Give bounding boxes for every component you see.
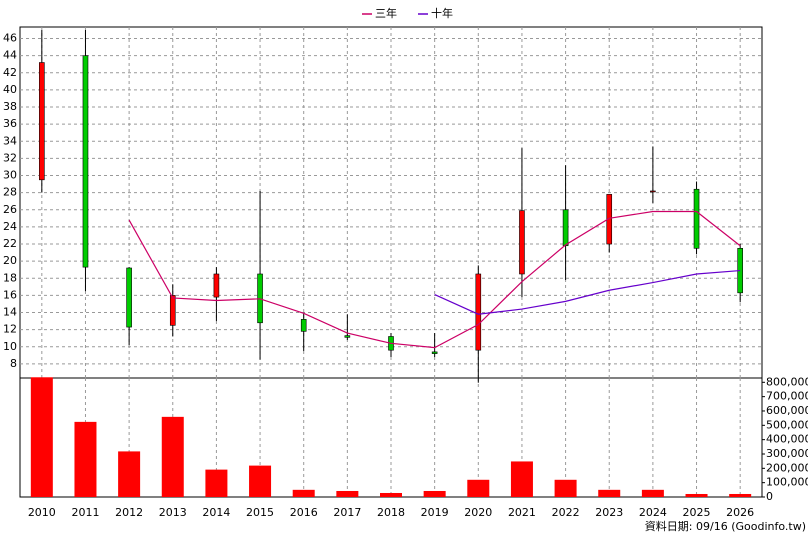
candle-body bbox=[475, 273, 482, 351]
y2-tick-label: 0 bbox=[766, 490, 773, 503]
volume-bar bbox=[161, 416, 184, 497]
x-tick-label: 2010 bbox=[28, 506, 56, 519]
y-tick-label: 12 bbox=[3, 323, 17, 336]
volume-bar bbox=[336, 490, 359, 497]
volume-bar bbox=[467, 479, 490, 497]
volume-bar bbox=[598, 489, 621, 497]
candle-body bbox=[169, 295, 176, 326]
x-tick-label: 2019 bbox=[421, 506, 449, 519]
x-tick-label: 2015 bbox=[246, 506, 274, 519]
x-tick-label: 2017 bbox=[333, 506, 361, 519]
x-tick-label: 2022 bbox=[552, 506, 580, 519]
y2-tick-label: 600,000 bbox=[766, 404, 808, 417]
candle-body bbox=[562, 209, 569, 247]
y-tick-label: 30 bbox=[3, 169, 17, 182]
volume-bar bbox=[685, 493, 708, 497]
y2-tick-label: 800,000 bbox=[766, 375, 808, 388]
y-tick-label: 24 bbox=[3, 220, 17, 233]
footer: 資料日期: 09/16 (Goodinfo.tw) bbox=[645, 519, 806, 533]
x-tick-label: 2013 bbox=[159, 506, 187, 519]
volume-bar bbox=[249, 465, 272, 497]
candle-body bbox=[344, 335, 351, 338]
x-tick-label: 2025 bbox=[683, 506, 711, 519]
volume-bar bbox=[423, 490, 446, 497]
y-tick-label: 36 bbox=[3, 117, 17, 130]
y-tick-label: 42 bbox=[3, 66, 17, 79]
candle-body bbox=[300, 319, 307, 332]
x-tick-label: 2011 bbox=[71, 506, 99, 519]
volume-bar bbox=[292, 489, 315, 497]
x-tick-label: 2014 bbox=[202, 506, 230, 519]
candle-body bbox=[39, 62, 45, 181]
y-tick-label: 22 bbox=[3, 237, 17, 250]
volume-bar bbox=[729, 493, 752, 497]
candle-body bbox=[650, 190, 656, 193]
candle-body bbox=[693, 188, 700, 249]
volume-bar bbox=[30, 377, 53, 497]
y-tick-label: 14 bbox=[3, 306, 17, 319]
y-tick-label: 32 bbox=[3, 151, 17, 164]
y2-tick-label: 400,000 bbox=[766, 433, 808, 446]
legend-label: 十年 bbox=[431, 6, 453, 20]
candle-body bbox=[82, 55, 89, 268]
x-tick-label: 2026 bbox=[726, 506, 754, 519]
y2-tick-label: 200,000 bbox=[766, 461, 808, 474]
volume-bar bbox=[380, 492, 402, 497]
y-tick-label: 28 bbox=[3, 186, 17, 199]
volume-bar bbox=[641, 489, 664, 497]
x-tick-label: 2021 bbox=[508, 506, 536, 519]
y-tick-label: 20 bbox=[3, 254, 17, 267]
x-tick-label: 2024 bbox=[639, 506, 667, 519]
y-tick-label: 26 bbox=[3, 203, 17, 216]
y-tick-label: 18 bbox=[3, 271, 17, 284]
y2-tick-label: 100,000 bbox=[766, 476, 808, 489]
x-tick-label: 2012 bbox=[115, 506, 143, 519]
y-tick-label: 16 bbox=[3, 288, 17, 301]
candle-body bbox=[126, 267, 132, 328]
line-series bbox=[128, 210, 741, 349]
volume-bar bbox=[74, 421, 97, 497]
y-tick-label: 38 bbox=[3, 100, 17, 113]
candle-body bbox=[519, 210, 525, 275]
y2-tick-label: 700,000 bbox=[766, 390, 808, 403]
y-tick-label: 46 bbox=[3, 32, 17, 45]
candle-body bbox=[213, 273, 220, 298]
line-series bbox=[434, 269, 741, 315]
x-tick-label: 2016 bbox=[290, 506, 318, 519]
y-tick-label: 34 bbox=[3, 134, 17, 147]
y-tick-label: 10 bbox=[3, 340, 17, 353]
candle-body bbox=[431, 351, 438, 354]
y-tick-label: 8 bbox=[10, 357, 17, 370]
volume-bar bbox=[554, 479, 577, 497]
volume-bar bbox=[205, 469, 228, 497]
x-tick-label: 2020 bbox=[464, 506, 492, 519]
volume-bar bbox=[510, 461, 533, 497]
legend-label: 三年 bbox=[375, 6, 397, 20]
y2-tick-label: 300,000 bbox=[766, 447, 808, 460]
y-tick-label: 40 bbox=[3, 83, 17, 96]
y-tick-label: 44 bbox=[3, 49, 17, 62]
x-tick-label: 2018 bbox=[377, 506, 405, 519]
x-tick-label: 2023 bbox=[595, 506, 623, 519]
y2-tick-label: 500,000 bbox=[766, 418, 808, 431]
volume-bar bbox=[118, 451, 141, 497]
